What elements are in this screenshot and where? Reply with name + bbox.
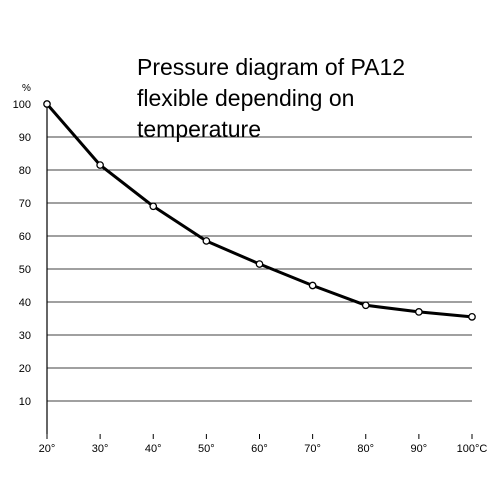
y-tick-label-20: 20 xyxy=(19,363,31,375)
data-points xyxy=(43,100,476,321)
y-tick-label-50: 50 xyxy=(19,264,31,276)
y-tick-label-10: 10 xyxy=(19,396,31,408)
data-point-100 xyxy=(468,312,476,321)
x-tick-label-20: 20° xyxy=(39,443,56,455)
y-tick-label-40: 40 xyxy=(19,297,31,309)
x-tick-label-80: 80° xyxy=(357,443,374,455)
y-axis-unit-label: % xyxy=(22,83,31,94)
chart-title: Pressure diagram of PA12 flexible depend… xyxy=(137,54,406,142)
y-tick-label-30: 30 xyxy=(19,330,31,342)
x-tick-label-60: 60° xyxy=(251,443,268,455)
y-tick-label-80: 80 xyxy=(19,165,31,177)
x-tick-label-90: 90° xyxy=(411,443,428,455)
data-point-80 xyxy=(361,301,370,310)
data-point-70 xyxy=(308,281,317,290)
grid-lines xyxy=(47,136,472,402)
x-tick-labels: 20° 30° 40° 50° 60° 70° 80° 90° 100°C xyxy=(39,434,488,455)
data-point-90 xyxy=(415,308,423,316)
x-tick-label-40: 40° xyxy=(145,443,162,455)
x-tick-label-100: 100°C xyxy=(457,443,488,455)
data-point-40 xyxy=(149,202,158,211)
y-tick-label-100: 100 xyxy=(13,99,31,111)
data-point-20 xyxy=(43,100,51,108)
data-point-50 xyxy=(202,237,211,245)
x-tick-label-50: 50° xyxy=(198,443,215,455)
y-tick-label-60: 60 xyxy=(19,231,31,243)
y-tick-label-90: 90 xyxy=(19,132,31,144)
data-point-60 xyxy=(255,260,264,268)
y-tick-labels: 10 20 30 40 50 60 70 80 90 100 xyxy=(13,99,31,408)
x-tick-label-30: 30° xyxy=(92,443,109,455)
data-point-30 xyxy=(96,161,104,169)
x-tick-label-70: 70° xyxy=(304,443,321,455)
y-tick-label-70: 70 xyxy=(19,198,31,210)
